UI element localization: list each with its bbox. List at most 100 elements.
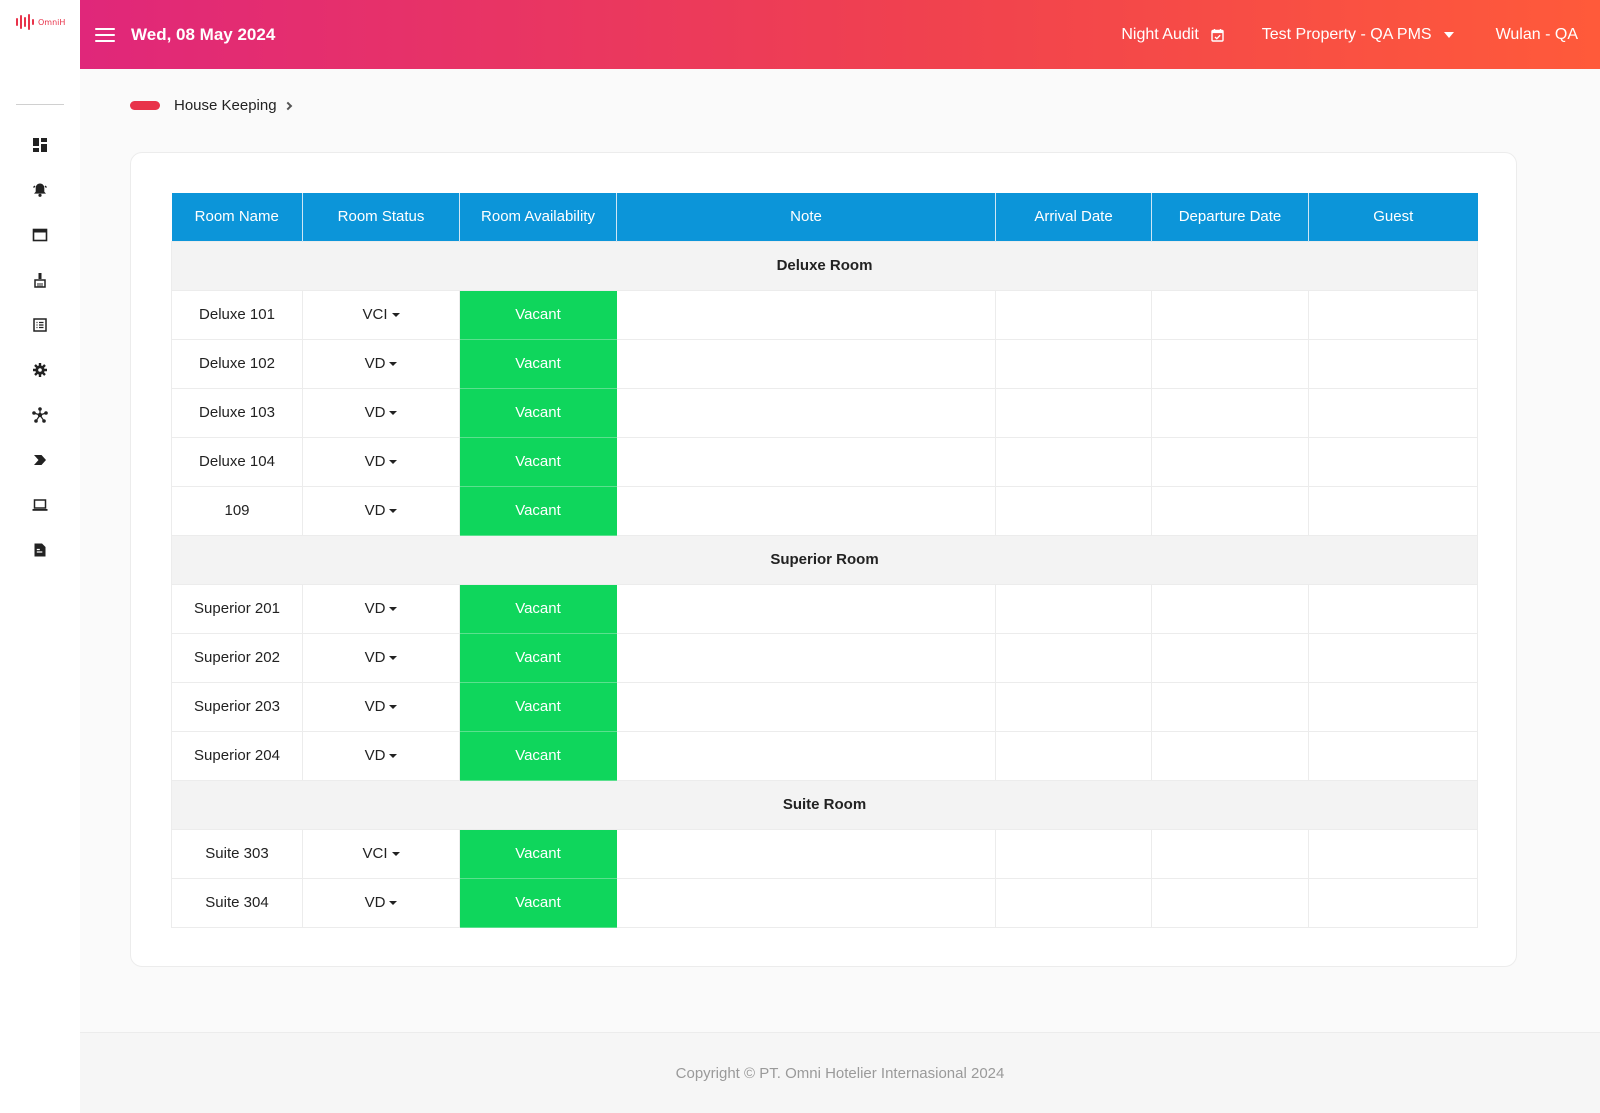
room-name-cell: Suite 303 — [171, 828, 303, 879]
column-header-note[interactable]: Note — [616, 193, 996, 241]
dashboard-icon — [33, 137, 47, 152]
room-status-dropdown[interactable]: VD — [365, 453, 398, 470]
caret-down-icon — [389, 410, 398, 415]
room-status-dropdown[interactable]: VD — [365, 355, 398, 372]
table-row: 109 VD Vacant — [171, 485, 1478, 536]
departure-date-cell — [1151, 828, 1309, 879]
note-cell — [616, 828, 996, 879]
note-cell — [616, 436, 996, 487]
column-header-room-status[interactable]: Room Status — [302, 193, 460, 241]
sidebar-item-channel[interactable] — [0, 437, 80, 482]
note-cell — [616, 730, 996, 781]
room-status-cell: VCI — [302, 828, 460, 879]
room-status-label: VD — [364, 698, 386, 715]
table-row: Superior 203 VD Vacant — [171, 681, 1478, 732]
room-name-cell: Superior 202 — [171, 632, 303, 683]
caret-down-icon — [389, 655, 398, 660]
housekeeping-card: Room Name Room Status Room Availability … — [130, 152, 1517, 967]
room-name-cell: Superior 204 — [171, 730, 303, 781]
room-status-label: VCI — [362, 306, 388, 323]
room-status-cell: VCI — [302, 289, 460, 340]
sidebar-item-housekeeping[interactable] — [0, 257, 80, 302]
departure-date-cell — [1151, 387, 1309, 438]
sidebar-item-dashboard[interactable] — [0, 122, 80, 167]
sidebar-item-reservations[interactable] — [0, 302, 80, 347]
departure-date-cell — [1151, 485, 1309, 536]
note-cell — [616, 289, 996, 340]
column-header-room-name[interactable]: Room Name — [171, 193, 303, 241]
copyright-text: Copyright © PT. Omni Hotelier Internasio… — [675, 1064, 1005, 1082]
property-selector[interactable]: Test Property - QA PMS — [1262, 26, 1454, 44]
room-status-dropdown[interactable]: VCI — [362, 306, 400, 323]
calendar-check-icon — [1211, 28, 1224, 42]
sidebar-item-notifications[interactable] — [0, 167, 80, 212]
note-cell — [616, 877, 996, 928]
menu-toggle-icon[interactable] — [95, 27, 115, 42]
departure-date-cell — [1151, 338, 1309, 389]
night-audit-button[interactable]: Night Audit — [1121, 26, 1224, 44]
room-status-cell: VD — [302, 436, 460, 487]
table-row: Deluxe 102 VD Vacant — [171, 338, 1478, 389]
room-status-dropdown[interactable]: VD — [365, 747, 398, 764]
room-status-label: VCI — [362, 845, 388, 862]
room-name-cell: Deluxe 102 — [171, 338, 303, 389]
room-status-label: VD — [364, 453, 386, 470]
guest-cell — [1308, 877, 1478, 928]
room-availability-cell: Vacant — [459, 681, 617, 732]
sidebar-item-settings[interactable] — [0, 347, 80, 392]
room-status-dropdown[interactable]: VD — [365, 600, 398, 617]
footer: Copyright © PT. Omni Hotelier Internasio… — [80, 1032, 1600, 1113]
gear-icon — [33, 362, 47, 377]
sidebar-item-front-desk[interactable] — [0, 212, 80, 257]
room-status-label: VD — [364, 600, 386, 617]
note-cell — [616, 485, 996, 536]
guest-cell — [1308, 730, 1478, 781]
arrival-date-cell — [995, 877, 1152, 928]
column-header-room-availability[interactable]: Room Availability — [459, 193, 617, 241]
room-status-dropdown[interactable]: VD — [365, 502, 398, 519]
housekeeping-table: Room Name Room Status Room Availability … — [171, 193, 1478, 928]
breadcrumb-item-housekeeping[interactable]: House Keeping — [174, 97, 277, 114]
user-menu[interactable]: Wulan - QA — [1495, 25, 1578, 43]
room-name-cell: Deluxe 104 — [171, 436, 303, 487]
room-status-label: VD — [364, 502, 386, 519]
room-availability-cell: Vacant — [459, 289, 617, 340]
window-icon — [32, 228, 48, 241]
room-status-dropdown[interactable]: VCI — [362, 845, 400, 862]
departure-date-cell — [1151, 436, 1309, 487]
arrival-date-cell — [995, 583, 1152, 634]
arrival-date-cell — [995, 828, 1152, 879]
guest-cell — [1308, 289, 1478, 340]
guest-cell — [1308, 485, 1478, 536]
guest-cell — [1308, 583, 1478, 634]
table-row: Deluxe 101 VCI Vacant — [171, 289, 1478, 340]
room-group-row: Superior Room — [171, 534, 1478, 585]
room-status-cell: VD — [302, 632, 460, 683]
room-status-cell: VD — [302, 681, 460, 732]
room-status-cell: VD — [302, 730, 460, 781]
app-logo[interactable]: OmniH — [16, 14, 65, 30]
room-status-cell: VD — [302, 387, 460, 438]
room-status-dropdown[interactable]: VD — [365, 698, 398, 715]
column-header-departure-date[interactable]: Departure Date — [1151, 193, 1309, 241]
room-status-cell: VD — [302, 877, 460, 928]
room-status-dropdown[interactable]: VD — [365, 894, 398, 911]
room-status-label: VD — [364, 747, 386, 764]
guest-cell — [1308, 436, 1478, 487]
sidebar-item-reports[interactable] — [0, 527, 80, 572]
sidebar-item-integrations[interactable] — [0, 392, 80, 437]
room-group-title: Suite Room — [171, 779, 1478, 830]
room-status-dropdown[interactable]: VD — [365, 404, 398, 421]
logo-text: OmniH — [38, 17, 66, 27]
header-actions: Night Audit Test Property - QA PMS Wulan… — [1121, 0, 1578, 69]
note-cell — [616, 632, 996, 683]
column-header-guest[interactable]: Guest — [1308, 193, 1478, 241]
column-header-arrival-date[interactable]: Arrival Date — [995, 193, 1152, 241]
caret-down-icon — [389, 900, 398, 905]
room-status-dropdown[interactable]: VD — [365, 649, 398, 666]
chevron-right-icon — [283, 101, 292, 110]
arrival-date-cell — [995, 387, 1152, 438]
table-row: Superior 204 VD Vacant — [171, 730, 1478, 781]
sidebar-item-pos[interactable] — [0, 482, 80, 527]
departure-date-cell — [1151, 583, 1309, 634]
